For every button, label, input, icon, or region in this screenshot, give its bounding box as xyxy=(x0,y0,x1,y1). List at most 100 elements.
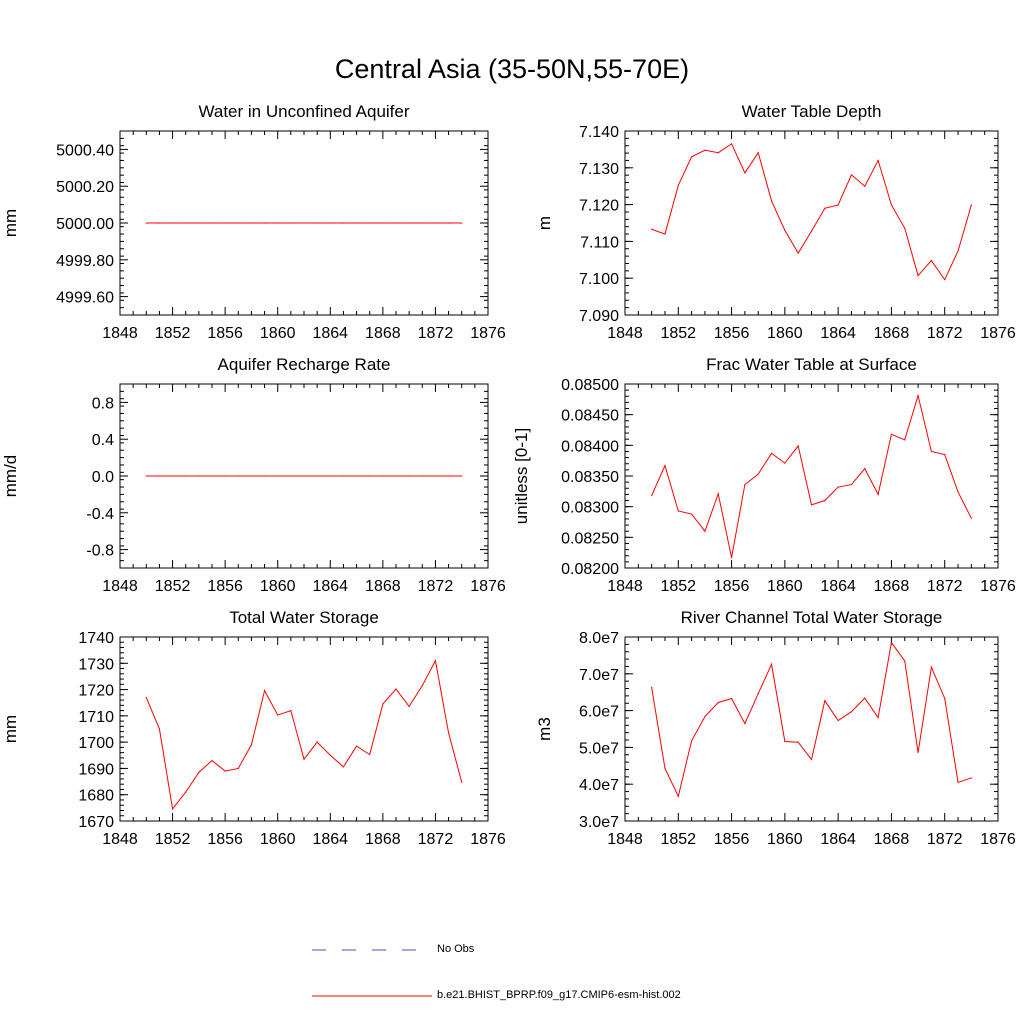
x-tick-label: 1852 xyxy=(660,578,696,595)
data-point xyxy=(824,499,826,502)
data-point xyxy=(237,222,239,224)
x-tick-label: 1848 xyxy=(102,578,138,595)
x-tick-label: 1848 xyxy=(102,325,138,342)
chart-panel-1: 1848 1852 1856 1860 1864 1868 1872 1876 4999.60 4… xyxy=(1,102,506,342)
data-point xyxy=(717,493,719,495)
data-point xyxy=(797,445,799,447)
data-point xyxy=(970,204,972,206)
x-tick-label: 1848 xyxy=(607,831,643,848)
data-point xyxy=(904,439,906,441)
y-tick-label: 0.08400 xyxy=(561,438,619,455)
data-point xyxy=(290,475,292,477)
data-point xyxy=(290,222,292,224)
x-tick-label: 1852 xyxy=(660,325,696,342)
data-point xyxy=(850,174,853,176)
data-point xyxy=(970,517,972,519)
data-point xyxy=(664,464,666,467)
y-tick-label: 1700 xyxy=(78,735,114,752)
x-tick-label: 1852 xyxy=(155,325,191,342)
data-point xyxy=(664,233,666,235)
data-point xyxy=(744,172,746,174)
data-point xyxy=(145,696,147,699)
y-tick-label: 7.140 xyxy=(579,124,619,141)
x-tick-label: 1872 xyxy=(927,831,963,848)
y-tick-label: 8.0e7 xyxy=(579,630,619,647)
data-point xyxy=(770,452,773,454)
y-tick-label: 7.110 xyxy=(580,234,619,251)
data-point xyxy=(211,222,213,224)
data-point xyxy=(342,475,345,477)
data-point xyxy=(198,222,200,224)
data-point xyxy=(651,495,653,497)
data-point xyxy=(970,777,972,779)
data-point xyxy=(185,222,187,224)
data-point xyxy=(158,222,161,224)
data-point xyxy=(784,229,786,231)
data-point xyxy=(837,719,839,722)
data-point xyxy=(303,222,305,224)
y-tick-label: 0.0 xyxy=(92,469,114,486)
y-tick-label: 7.090 xyxy=(579,308,619,325)
data-point xyxy=(171,222,174,224)
series-line xyxy=(651,143,972,281)
data-point xyxy=(651,686,653,689)
data-point xyxy=(930,450,932,453)
y-tick-label: -0.4 xyxy=(86,506,114,523)
data-point xyxy=(917,395,919,397)
x-tick-label: 1868 xyxy=(874,831,910,848)
data-point xyxy=(355,475,358,477)
x-tick-label: 1876 xyxy=(470,578,506,595)
x-tick-label: 1856 xyxy=(207,578,243,595)
data-point xyxy=(691,156,693,158)
panel-title: Frac Water Table at Surface xyxy=(706,355,917,374)
data-point xyxy=(864,185,866,187)
y-tick-label: 5000.00 xyxy=(56,216,114,233)
y-tick-label: 7.120 xyxy=(579,198,619,215)
data-point xyxy=(250,222,253,224)
data-point xyxy=(277,475,279,477)
data-point xyxy=(158,475,161,477)
data-point xyxy=(904,660,906,662)
data-point xyxy=(237,767,239,770)
x-tick-label: 1868 xyxy=(365,325,401,342)
x-tick-label: 1868 xyxy=(874,578,910,595)
data-point xyxy=(930,666,932,668)
data-point xyxy=(784,462,786,464)
data-point xyxy=(171,475,174,477)
data-point xyxy=(342,222,345,224)
data-point xyxy=(395,688,397,690)
data-point xyxy=(408,705,410,707)
data-point xyxy=(957,250,959,252)
data-point xyxy=(434,660,437,662)
legend-model-label: b.e21.BHIST_BPRP.f09_g17.CMIP6-esm-hist.… xyxy=(437,989,681,1001)
data-point xyxy=(316,222,318,224)
chart-panel-4: 1848 1852 1856 1860 1864 1868 1872 1876 0.08200 0… xyxy=(512,355,1016,595)
x-tick-label: 1852 xyxy=(155,831,191,848)
data-point xyxy=(904,227,906,229)
data-point xyxy=(303,758,305,760)
y-tick-label: 7.0e7 xyxy=(579,667,619,684)
data-point xyxy=(185,475,187,477)
x-tick-label: 1864 xyxy=(820,325,856,342)
data-point xyxy=(277,222,279,224)
data-point xyxy=(382,475,384,477)
y-tick-label: 7.100 xyxy=(579,271,619,288)
data-point xyxy=(355,745,358,747)
data-point xyxy=(730,143,733,145)
chart-panel-3: 1848 1852 1856 1860 1864 1868 1872 1876 -0.8 -0.4… xyxy=(1,355,506,595)
data-point xyxy=(237,475,239,477)
x-tick-label: 1864 xyxy=(312,325,348,342)
data-point xyxy=(290,710,292,712)
data-point xyxy=(369,753,371,756)
y-tick-label: -0.8 xyxy=(86,543,114,560)
series-line xyxy=(651,393,972,558)
y-tick-label: 4.0e7 xyxy=(579,777,619,794)
y-axis-label: mm xyxy=(1,715,20,743)
data-point xyxy=(877,716,879,719)
data-point xyxy=(303,475,305,477)
y-tick-label: 0.08300 xyxy=(561,500,619,517)
data-point xyxy=(824,700,826,702)
chart-panel-2: 1848 1852 1856 1860 1864 1868 1872 1876 7.090 7.1… xyxy=(535,102,1016,342)
legend-no-obs-swatch xyxy=(312,949,420,951)
